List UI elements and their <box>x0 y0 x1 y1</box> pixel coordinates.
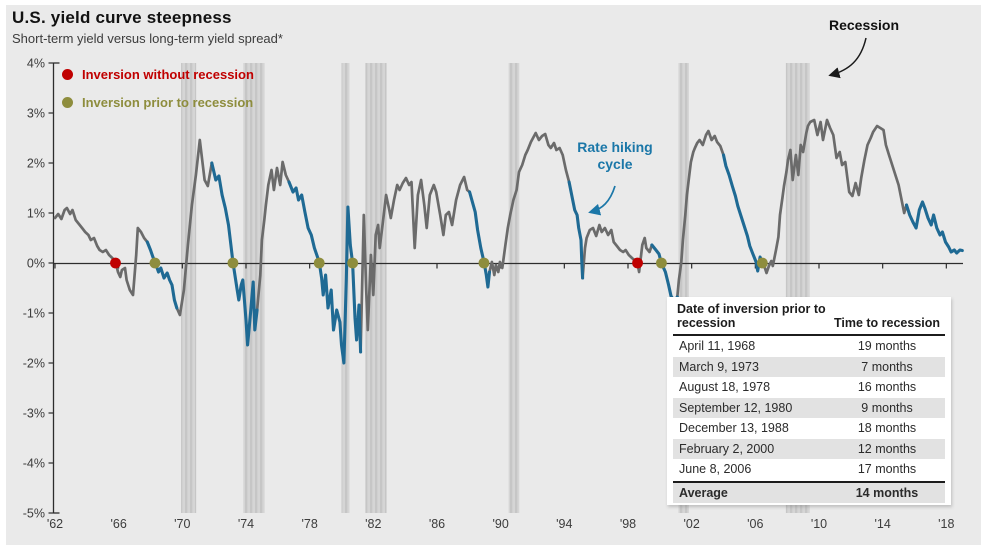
recession-band <box>181 63 197 513</box>
x-tick-label: '94 <box>556 517 572 531</box>
rate-hiking-line-blue <box>567 180 585 280</box>
inversion-table: Date of inversion prior to recession Tim… <box>667 297 951 505</box>
table-row: August 18, 1978 16 months <box>673 377 945 398</box>
recession-band <box>678 63 689 513</box>
x-tick-label: '98 <box>620 517 636 531</box>
x-tick-label: '86 <box>429 517 445 531</box>
yield-spread-line-gray <box>675 129 725 299</box>
x-tick-label: '66 <box>111 517 127 531</box>
table-row: March 9, 1973 7 months <box>673 356 945 377</box>
y-tick-label: 2% <box>27 157 45 171</box>
yield-spread-line-gray <box>53 206 149 297</box>
inversion-prior-recession-dot <box>656 257 667 269</box>
average-value: 14 months <box>855 485 919 500</box>
recession-band <box>508 63 520 513</box>
inversion-table-average-row: Average 14 months <box>673 480 945 503</box>
rate-hiking-annotation-line2: cycle <box>597 156 633 172</box>
x-tick-label: '18 <box>938 517 954 531</box>
inversion-prior-recession-dot <box>478 257 490 269</box>
inversion-prior-recession-dot <box>347 257 359 269</box>
inversion-prior-recession-dot <box>756 257 768 269</box>
inversion-prior-recession-dot <box>149 257 161 269</box>
average-label: Average <box>679 485 728 500</box>
rate-hiking-annotation: Rate hiking cycle <box>550 139 680 173</box>
x-tick-label: '10 <box>811 517 827 531</box>
inversion-date-cell: December 13, 1988 <box>679 421 789 435</box>
inversion-prior-recession-dot <box>313 257 325 269</box>
x-tick-label: '02 <box>684 517 700 531</box>
page-subtitle: Short-term yield versus long-term yield … <box>12 31 283 46</box>
legend-label-inversion-prior-recession: Inversion prior to recession <box>82 95 254 110</box>
x-tick-label: '14 <box>875 517 891 531</box>
rate-hiking-line-blue <box>210 161 259 347</box>
y-tick-label: 3% <box>27 107 45 121</box>
inversion-date-cell: August 18, 1978 <box>679 380 771 394</box>
time-to-recession-cell: 7 months <box>861 359 913 374</box>
legend: Inversion without recession Inversion pr… <box>62 67 254 123</box>
yield-spread-line-gray <box>175 138 214 317</box>
yield-spread-line-gray <box>488 131 571 277</box>
y-tick-label: -4% <box>23 457 45 471</box>
inversion-without-recession-dot <box>110 257 121 269</box>
table-row: December 13, 1988 18 months <box>673 418 945 439</box>
rate-hiking-line-blue <box>287 180 363 365</box>
rate-hiking-line-blue <box>145 240 179 310</box>
table-row: September 12, 1980 9 months <box>673 397 945 418</box>
olive-dot-icon <box>62 97 73 108</box>
x-tick-label: '06 <box>747 517 763 531</box>
x-tick-label: '74 <box>238 517 254 531</box>
red-dot-icon <box>62 69 73 80</box>
legend-item-inversion-prior-recession: Inversion prior to recession <box>62 95 254 110</box>
y-tick-label: 4% <box>27 57 45 71</box>
table-col-header-time: Time to recession <box>833 316 941 330</box>
y-tick-label: -3% <box>23 407 45 421</box>
recession-band <box>365 63 387 513</box>
legend-label-inversion-without-recession: Inversion without recession <box>82 67 254 82</box>
table-row: February 2, 2000 12 months <box>673 438 945 459</box>
yield-spread-line-gray <box>255 160 291 312</box>
x-tick-label: '90 <box>493 517 509 531</box>
rate-hiking-line-blue <box>904 200 964 255</box>
yield-spread-line-gray <box>359 175 471 354</box>
y-tick-label: 1% <box>27 207 45 221</box>
y-tick-label: -5% <box>23 507 45 521</box>
inversion-table-body: April 11, 1968 19 months March 9, 1973 7 mo… <box>673 336 945 480</box>
x-tick-label: '82 <box>365 517 381 531</box>
time-to-recession-cell: 9 months <box>861 400 913 415</box>
x-tick-label: '62 <box>47 517 63 531</box>
yield-spread-line-gray <box>581 223 654 280</box>
legend-item-inversion-without-recession: Inversion without recession <box>62 67 254 82</box>
y-tick-label: 0% <box>27 257 45 271</box>
recession-annotation: Recession <box>828 17 900 33</box>
x-tick-label: '70 <box>174 517 190 531</box>
time-to-recession-cell: 16 months <box>857 380 917 394</box>
x-tick-label: '78 <box>302 517 318 531</box>
time-to-recession-cell: 18 months <box>857 421 917 435</box>
table-row: April 11, 1968 19 months <box>673 336 945 357</box>
yield-spread-line-gray <box>760 118 908 275</box>
inversion-date-cell: September 12, 1980 <box>679 400 793 415</box>
y-tick-label: -2% <box>23 357 45 371</box>
rate-hiking-line-blue <box>650 243 679 303</box>
time-to-recession-cell: 12 months <box>857 441 917 456</box>
time-to-recession-cell: 17 months <box>857 462 917 476</box>
time-to-recession-cell: 19 months <box>857 339 917 353</box>
page-title: U.S. yield curve steepness <box>12 8 232 27</box>
y-tick-label: -1% <box>23 307 45 321</box>
inversion-table-header: Date of inversion prior to recession Tim… <box>673 301 945 336</box>
inversion-date-cell: April 11, 1968 <box>679 339 756 353</box>
table-col-header-date: Date of inversion prior to recession <box>677 302 826 330</box>
rate-hiking-annotation-line1: Rate hiking <box>577 139 653 155</box>
table-row: June 8, 2006 17 months <box>673 459 945 480</box>
rate-hiking-line-blue <box>468 190 492 289</box>
inversion-date-cell: March 9, 1973 <box>679 359 759 374</box>
inversion-prior-recession-dot <box>227 257 239 269</box>
inversion-date-cell: February 2, 2000 <box>679 441 775 456</box>
rate-hiking-line-blue <box>721 153 764 273</box>
inversion-date-cell: June 8, 2006 <box>679 462 752 476</box>
inversion-without-recession-dot <box>632 257 643 269</box>
